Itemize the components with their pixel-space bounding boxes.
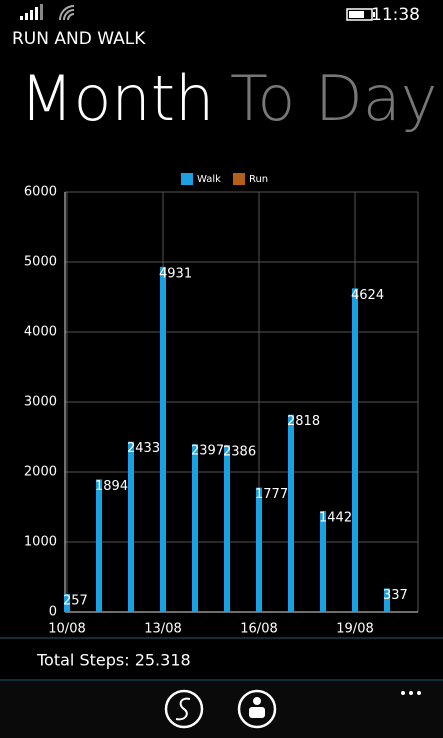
total-steps: Total Steps: 25.318 [36,651,191,670]
data-label: 257 [63,594,88,609]
y-tick-label: 1000 [24,535,57,550]
chart: 0 1000 2000 3000 4000 5000 6000 10/08 13/08 16/08… [24,173,419,637]
y-tick-label: 3000 [24,395,57,410]
x-tick-label: 13/08 [144,622,181,637]
data-label: 1894 [95,479,128,494]
app-title: RUN AND WALK [12,29,146,49]
y-tick-label: 4000 [24,325,57,340]
status-time: 11:38 [371,5,420,25]
data-label: 1442 [319,511,352,526]
y-tick-label: 2000 [24,465,57,480]
bar [160,266,166,612]
bar [224,444,230,612]
bar [192,444,198,612]
legend-swatch [181,173,193,185]
bar [96,479,102,612]
y-tick-label: 5000 [24,255,57,270]
bar [64,594,70,612]
y-tick-label: 0 [49,605,57,620]
data-label: 2397 [191,444,224,459]
data-label: 4624 [351,288,384,303]
y-tick-label: 6000 [24,185,57,200]
battery-icon [346,8,375,21]
legend-swatch [232,173,245,185]
bar [320,511,326,612]
wifi-icon [59,5,75,21]
more-button[interactable] [401,691,421,695]
data-label: 337 [383,588,408,603]
profile-button[interactable] [237,689,277,729]
data-label: 2433 [127,441,160,456]
data-label: 2818 [287,414,320,429]
app-bar [0,681,443,738]
pivot-inactive[interactable]: To Day [230,62,437,135]
bar [384,588,390,612]
data-label: 2386 [223,444,256,459]
signal-icon [20,4,43,20]
legend-label: Run [249,174,268,185]
legend-label: Walk [197,174,221,185]
pivot-active[interactable]: Month [20,62,214,135]
bar [256,487,262,612]
data-label: 4931 [159,266,192,281]
bar [288,414,294,612]
bar [352,288,358,612]
x-tick-label: 10/08 [48,622,85,637]
x-tick-label: 19/08 [336,622,373,637]
x-tick-label: 16/08 [240,622,277,637]
data-label: 1777 [255,487,288,502]
walk-button[interactable] [164,689,204,729]
bar [128,441,134,612]
